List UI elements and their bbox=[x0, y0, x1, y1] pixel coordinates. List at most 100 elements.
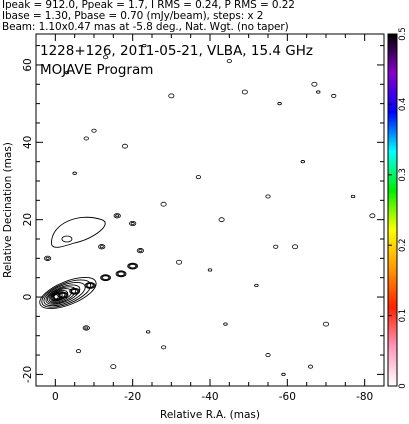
noise-contour bbox=[145, 330, 151, 334]
noise-contour bbox=[300, 160, 305, 164]
core-contour bbox=[45, 284, 81, 305]
jet-feature-contour bbox=[84, 326, 89, 330]
jet-feature-contour bbox=[45, 256, 50, 260]
noise-contour bbox=[75, 349, 82, 354]
noise-contour bbox=[161, 345, 167, 350]
x-tick-label: -40 bbox=[201, 391, 218, 403]
noise-contour bbox=[350, 194, 356, 199]
y-tick-label: 60 bbox=[22, 58, 34, 71]
noise-contour bbox=[91, 128, 97, 133]
jet-feature-contour bbox=[98, 244, 106, 250]
x-tick-label: -20 bbox=[124, 391, 141, 403]
noise-contour bbox=[241, 89, 248, 95]
jet-component-contour bbox=[128, 263, 138, 269]
noise-contour bbox=[223, 322, 228, 326]
jet-component-contour bbox=[86, 283, 94, 288]
colorbar-ticks: 0 0.1 0.2 0.3 0.4 0.5 bbox=[388, 27, 408, 389]
jet-feature-contour bbox=[130, 222, 135, 226]
jet-feature-contour bbox=[113, 213, 121, 219]
jet-feature-contour bbox=[99, 245, 104, 249]
x-tick-label: 0 bbox=[52, 391, 59, 403]
noise-contour bbox=[311, 81, 318, 87]
y-axis-label: Relative Decination (mas) bbox=[2, 142, 14, 278]
jet-component-contour bbox=[129, 263, 137, 269]
jet-component-contour bbox=[115, 270, 127, 278]
noise-contour bbox=[307, 364, 314, 369]
noise-contour bbox=[273, 244, 279, 249]
noise-contour bbox=[331, 93, 337, 98]
noise-contour bbox=[316, 90, 321, 94]
y-tick-label: 20 bbox=[22, 213, 34, 226]
jet-feature-contour bbox=[115, 214, 120, 218]
header-line-2: Ibase = 1.30, Pbase = 0.70 (mJy/beam), s… bbox=[2, 10, 264, 22]
x-axis-label: Relative R.A. (mas) bbox=[160, 409, 260, 421]
colorbar-tick-label: 0.5 bbox=[398, 27, 408, 41]
noise-contour bbox=[110, 364, 117, 370]
noise-contour bbox=[265, 353, 271, 358]
jet-component-contour bbox=[70, 288, 80, 295]
noise-contour bbox=[369, 213, 376, 219]
extended-lobe-contour bbox=[51, 216, 106, 248]
noise-contour bbox=[176, 259, 183, 265]
jet-feature-contour bbox=[82, 325, 90, 331]
noise-contour bbox=[121, 143, 128, 149]
contour-layer bbox=[39, 44, 376, 376]
plot-frame bbox=[35, 33, 385, 387]
axis-ticks: 0 -20 -40 -60 -80 -20 0 20 40 60 bbox=[22, 34, 385, 403]
noise-contour bbox=[292, 244, 299, 250]
noise-contour bbox=[83, 136, 89, 141]
core-contour bbox=[39, 276, 97, 310]
noise-contour bbox=[226, 59, 232, 64]
jet-feature-contour bbox=[138, 249, 143, 253]
jet-component-contour bbox=[101, 274, 110, 281]
jet-component-contour bbox=[57, 291, 69, 299]
jet-component-contour bbox=[85, 282, 95, 289]
colorbar-tick-label: 0 bbox=[398, 383, 408, 388]
chart-title: 1228+126, 2011-05-21, VLBA, 15.4 GHz bbox=[40, 43, 313, 59]
y-tick-label: 40 bbox=[22, 136, 34, 149]
noise-contour bbox=[168, 93, 175, 99]
colorbar-tick-label: 0.1 bbox=[398, 309, 408, 323]
noise-contour bbox=[277, 102, 282, 106]
noise-contour bbox=[218, 217, 225, 223]
noise-contour bbox=[142, 44, 147, 48]
extended-lobe-contour bbox=[61, 235, 73, 243]
noise-contour bbox=[254, 283, 259, 288]
jet-component-contour bbox=[100, 274, 111, 282]
header-line-1: Ipeak = 912.0, Ppeak = 1.7, I RMS = 0.24… bbox=[2, 0, 295, 11]
core-contour bbox=[52, 292, 63, 301]
noise-contour bbox=[322, 321, 329, 327]
jet-component-contour bbox=[69, 287, 81, 295]
noise-contour bbox=[265, 194, 271, 199]
noise-contour bbox=[195, 175, 201, 180]
jet-feature-contour bbox=[43, 255, 52, 261]
jet-component-contour bbox=[84, 282, 96, 289]
jet-component-contour bbox=[102, 275, 109, 280]
jet-component-contour bbox=[58, 292, 68, 298]
x-tick-label: -80 bbox=[356, 391, 373, 403]
header-line-3: Beam: 1.10x0.47 mas at -5.8 deg., Nat. W… bbox=[2, 21, 289, 33]
noise-contour bbox=[64, 71, 70, 75]
jet-feature-contour bbox=[136, 248, 144, 254]
colorbar-tick-label: 0.2 bbox=[398, 238, 408, 252]
colorbar bbox=[387, 33, 398, 387]
noise-contour bbox=[207, 268, 213, 272]
jet-feature-contour bbox=[129, 220, 137, 227]
noise-contour bbox=[103, 55, 109, 60]
core-contour bbox=[50, 290, 69, 302]
noise-contour bbox=[160, 201, 167, 207]
colorbar-tick-label: 0.3 bbox=[398, 168, 408, 182]
jet-component-contour bbox=[127, 262, 139, 270]
chart-subtitle: MOJAVE Program bbox=[40, 62, 153, 78]
x-tick-label: -60 bbox=[279, 391, 296, 403]
noise-contour bbox=[72, 171, 77, 175]
jet-component-contour bbox=[116, 271, 126, 277]
colorbar-tick-label: 0.4 bbox=[398, 98, 408, 112]
noise-contour bbox=[281, 372, 286, 376]
y-tick-label: 0 bbox=[22, 294, 34, 301]
jet-component-contour bbox=[71, 289, 79, 294]
jet-component-contour bbox=[117, 271, 125, 277]
y-tick-label: -20 bbox=[22, 366, 34, 383]
jet-component-contour bbox=[59, 292, 67, 298]
